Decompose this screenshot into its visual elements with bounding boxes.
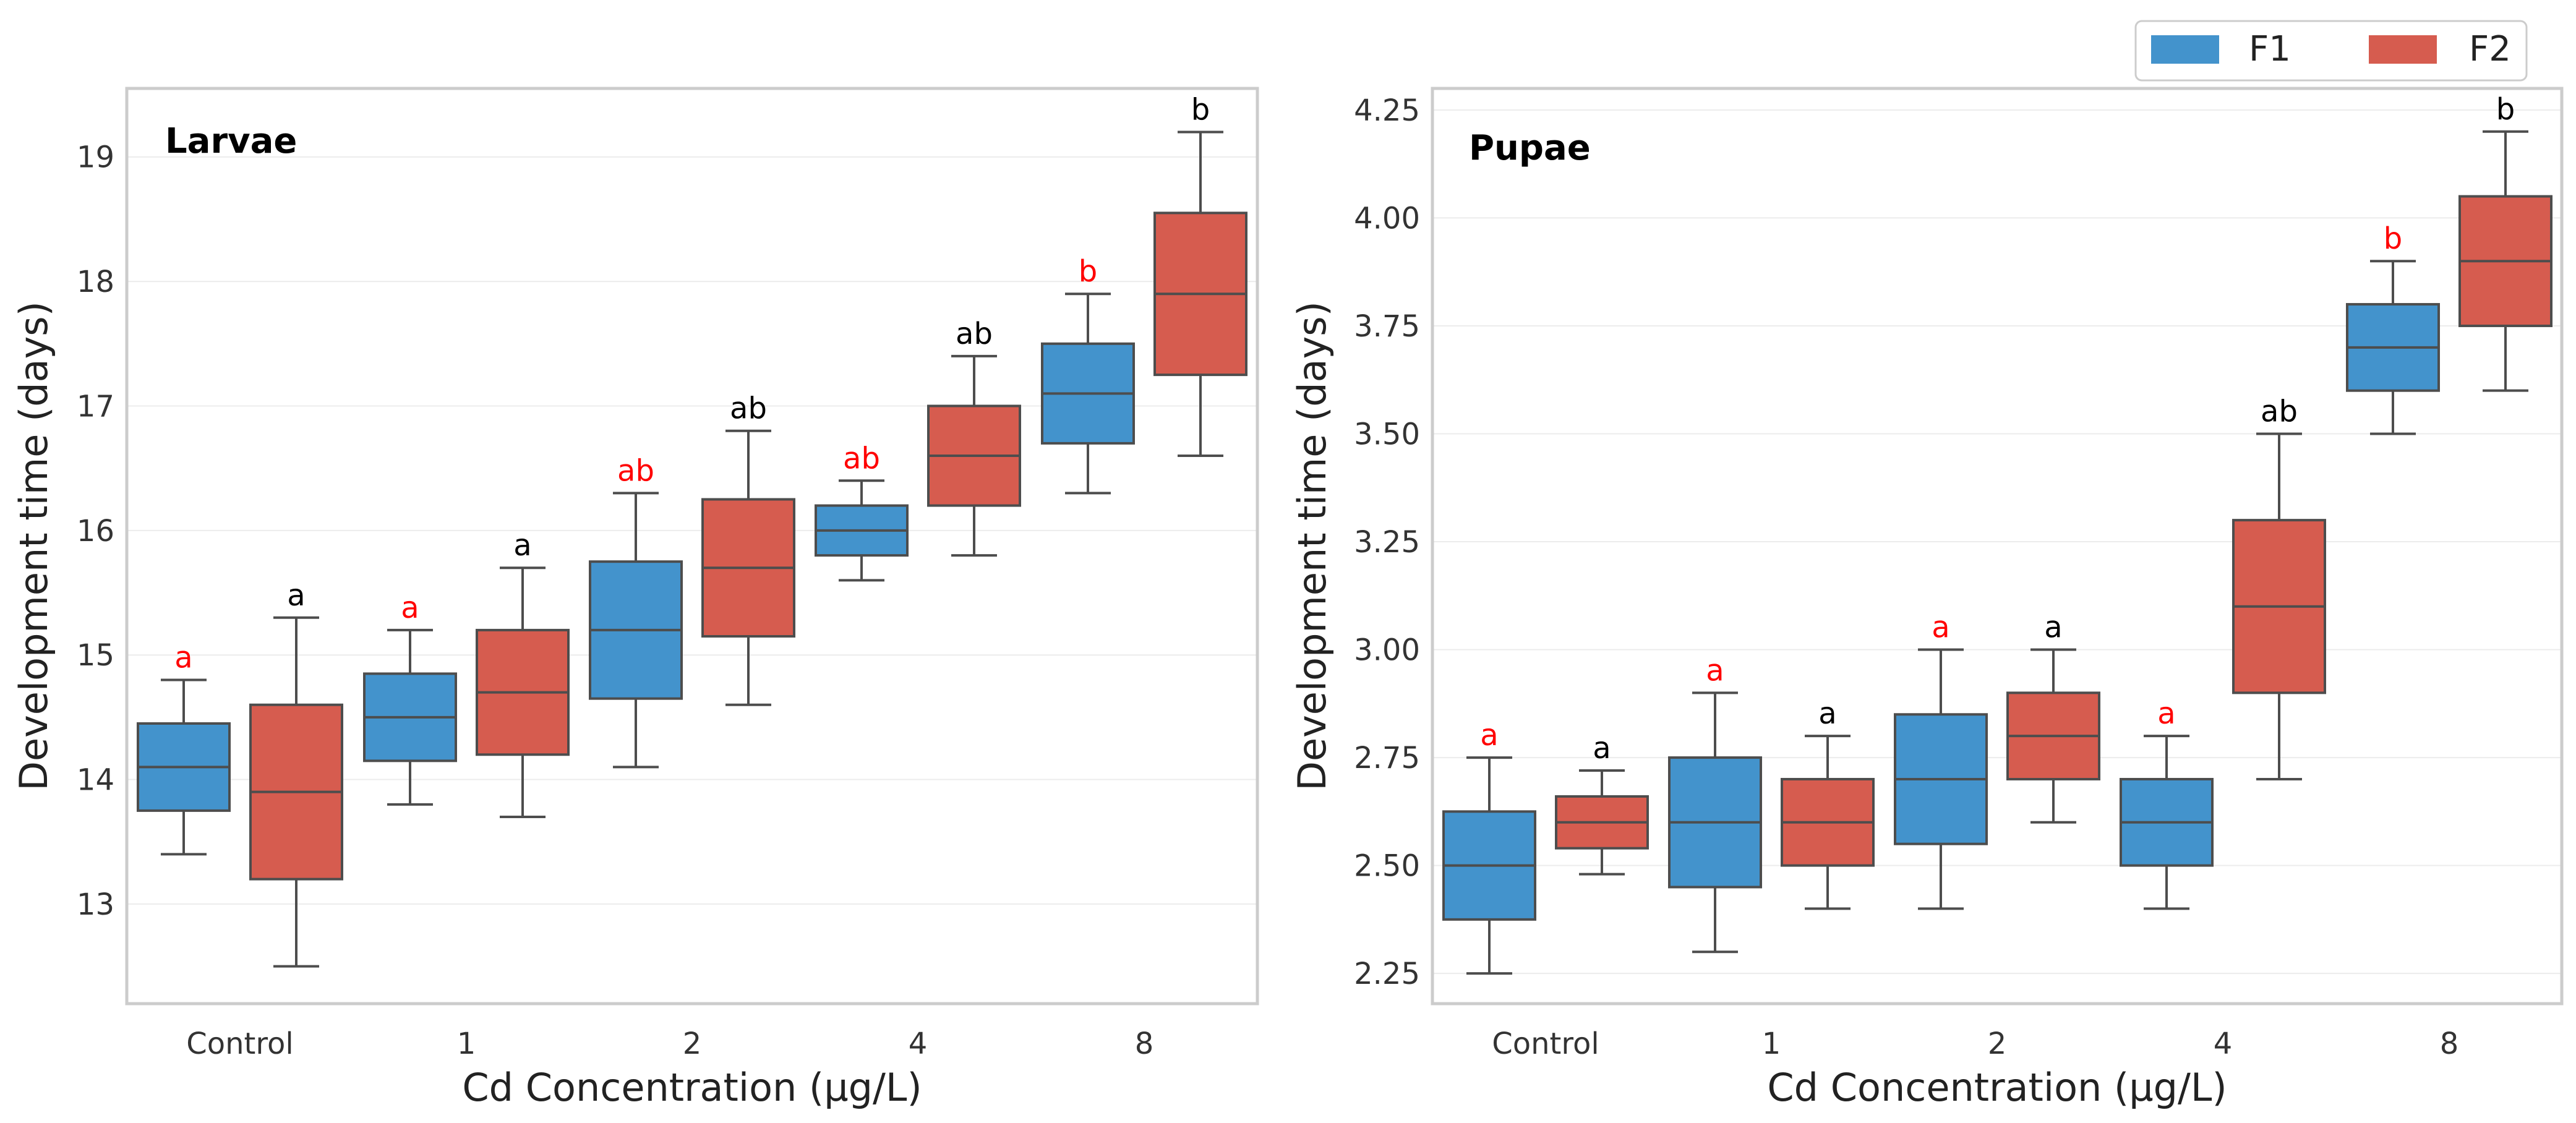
larvae-f1-significance-letter: a [401,591,419,625]
pupae-f1-box-group: a [1668,653,1762,954]
larvae-f2-box-group: a [249,578,343,968]
pupae-x-ticks: Control 1 2 4 8 [1492,1027,2458,1061]
pupae-x-tick-label: Control [1492,1027,1599,1061]
pupae-y-axis-label: Development time (days) [1290,301,1335,791]
larvae-f2-significance-letter: ab [956,317,993,351]
pupae-x-tick-label: 1 [1762,1027,1781,1061]
larvae-f2-significance-letter: a [513,528,531,563]
pupae-x-tick-label: 8 [2440,1027,2459,1061]
pupae-y-tick-label: 2.50 [1354,849,1420,884]
pupae-f2-significance-letter: a [1818,696,1836,731]
pupae-f1-box-group: b [2346,221,2440,435]
larvae-f1-box-group: b [1041,254,1135,495]
pupae-y-tick-label: 2.25 [1354,957,1420,991]
larvae-f1-box-group: ab [589,453,683,769]
legend-label-f1: F1 [2249,29,2291,69]
legend: F1 F2 [2134,20,2528,82]
pupae-y-tick-label: 4.00 [1354,201,1420,236]
larvae-f2-box-group: ab [927,317,1021,557]
pupae-y-tick-label: 3.00 [1354,633,1420,668]
larvae-f2-box-group: ab [701,391,795,706]
pupae-f1-box-group: a [1894,610,1988,910]
pupae-y-tick-label: 3.75 [1354,309,1420,344]
larvae-y-tick-label: 15 [77,638,114,673]
pupae-f2-significance-letter: a [2044,610,2062,645]
larvae-f1-box-group: ab [815,441,909,582]
larvae-y-axis-label: Development time (days) [11,301,56,791]
larvae-y-ticks: 13 14 15 16 17 18 19 [77,140,114,922]
pupae-y-tick-label: 2.75 [1354,741,1420,775]
larvae-f1-box-group: a [137,640,231,856]
larvae-x-tick-label: 4 [909,1027,928,1061]
pupae-x-axis-label: Cd Concentration (µg/L) [1767,1065,2227,1110]
pupae-f1-box-group: a [2120,696,2214,910]
pupae-y-tick-label: 3.25 [1354,525,1420,560]
larvae-f2-box-group: b [1153,92,1247,458]
pupae-x-tick-label: 2 [1988,1027,2007,1061]
pupae-plot-frame [1431,87,2564,1006]
legend-swatch-f2 [2369,35,2437,64]
larvae-x-ticks: Control 1 2 4 8 [186,1027,1153,1061]
pupae-f2-significance-letter: ab [2261,394,2298,429]
larvae-panel: a a ab ab b a a ab ab b 13 14 15 16 17 18 19 Control 1 2 4… [11,87,1259,1110]
larvae-y-tick-label: 18 [77,265,114,299]
pupae-f2-box-group: b [2458,92,2552,392]
larvae-f2-significance-letter: ab [730,391,767,426]
larvae-y-tick-label: 14 [77,763,114,798]
larvae-f1-box-group: a [363,591,457,806]
legend-swatch-f1 [2151,35,2219,64]
pupae-gridlines [1432,109,2562,975]
legend-label-f2: F2 [2469,29,2511,69]
larvae-f2-significance-letter: b [1191,92,1210,127]
larvae-y-tick-label: 17 [77,389,114,424]
larvae-x-tick-label: Control [186,1027,294,1061]
larvae-x-tick-label: 1 [457,1027,476,1061]
larvae-f1-significance-letter: ab [843,441,880,476]
pupae-f2-box-group: a [2006,610,2100,824]
pupae-f1-significance-letter: a [1932,610,1949,645]
pupae-f2-box-group: ab [2232,394,2326,780]
larvae-x-axis-label: Cd Concentration (µg/L) [462,1065,922,1110]
pupae-x-tick-label: 4 [2214,1027,2233,1061]
pupae-f2-box-group: a [1781,696,1875,910]
larvae-f1-significance-letter: ab [617,453,654,488]
larvae-y-tick-label: 16 [77,514,114,549]
larvae-plot-frame [125,87,1259,1006]
pupae-f1-significance-letter: a [1706,653,1724,688]
larvae-x-tick-label: 8 [1135,1027,1154,1061]
larvae-x-tick-label: 2 [683,1027,702,1061]
larvae-f2-significance-letter: a [287,578,305,613]
pupae-y-tick-label: 3.50 [1354,417,1420,451]
pupae-y-ticks: 2.25 2.50 2.75 3.00 3.25 3.50 3.75 4.00 4.25 [1354,93,1420,991]
pupae-f1-box-group: a [1442,718,1536,975]
pupae-f2-significance-letter: a [1593,731,1611,766]
larvae-f1-significance-letter: b [1079,254,1097,289]
pupae-f1-significance-letter: b [2384,221,2402,256]
pupae-y-tick-label: 4.25 [1354,93,1420,128]
larvae-panel-title: Larvae [165,121,297,161]
pupae-f2-significance-letter: b [2496,92,2515,127]
larvae-f2-box-group: a [476,528,570,818]
pupae-f1-significance-letter: a [2157,696,2175,731]
larvae-y-tick-label: 13 [77,887,114,922]
larvae-f1-significance-letter: a [174,640,192,675]
pupae-panel-title: Pupae [1469,128,1591,168]
larvae-boxes: a a ab ab b a a ab ab b [137,92,1247,968]
pupae-f1-significance-letter: a [1480,718,1498,753]
pupae-f2-box-group: a [1555,731,1649,876]
larvae-y-tick-label: 19 [77,140,114,175]
